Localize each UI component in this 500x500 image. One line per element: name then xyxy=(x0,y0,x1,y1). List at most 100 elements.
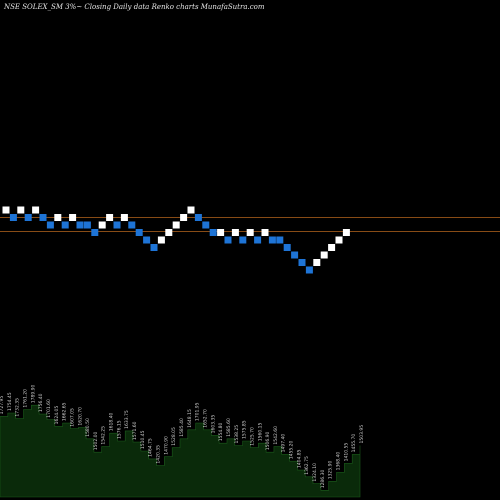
renko-brick-42 xyxy=(313,259,321,266)
renko-brick-41 xyxy=(305,266,313,274)
volume-label-13: 1542.25 xyxy=(101,426,107,445)
volume-label-29: 1585.60 xyxy=(226,418,232,437)
renko-brick-2 xyxy=(17,206,25,214)
volume-label-1: 1754.45 xyxy=(7,392,13,411)
renko-brick-7 xyxy=(54,214,62,221)
renko-brick-21 xyxy=(157,236,165,244)
volume-label-12: 1502.00 xyxy=(93,431,99,450)
renko-brick-29 xyxy=(217,229,225,236)
volume-label-17: 1571.60 xyxy=(132,421,138,440)
volume-label-4: 1789.90 xyxy=(30,384,36,403)
renko-brick-23 xyxy=(172,221,180,229)
renko-brick-32 xyxy=(239,236,247,244)
renko-brick-43 xyxy=(320,251,328,259)
volume-label-37: 1455.20 xyxy=(289,440,295,459)
renko-brick-18 xyxy=(135,229,143,236)
renko-brick-4 xyxy=(32,206,40,214)
renko-brick-1 xyxy=(9,214,17,221)
renko-brick-16 xyxy=(120,214,128,221)
volume-label-33: 1560.15 xyxy=(257,422,263,441)
renko-brick-38 xyxy=(283,244,291,251)
renko-brick-27 xyxy=(202,221,210,229)
volume-label-39: 1362.75 xyxy=(304,456,310,475)
volume-labels: 1727.95 1754.45 1732.35 1761.20 1789.90 1756.… xyxy=(0,384,365,488)
volume-label-7: 1624.05 xyxy=(54,406,60,425)
volume-label-6: 1701.60 xyxy=(46,399,52,418)
renko-brick-40 xyxy=(298,259,306,266)
volume-label-32: 1525.70 xyxy=(249,427,255,446)
volume-label-46: 1503.95 xyxy=(359,425,365,444)
volume-label-24: 1648.15 xyxy=(187,409,193,428)
renko-brick-17 xyxy=(128,221,136,229)
renko-brick-5 xyxy=(39,214,47,221)
volume-label-14: 1618.40 xyxy=(109,412,115,431)
volume-label-30: 1538.25 xyxy=(234,425,240,444)
renko-brick-35 xyxy=(261,229,269,236)
renko-brick-0 xyxy=(2,206,10,214)
volume-label-38: 1404.85 xyxy=(296,449,302,468)
renko-brick-22 xyxy=(165,229,173,236)
renko-brick-26 xyxy=(194,214,202,221)
renko-brick-34 xyxy=(254,236,262,244)
volume-label-8: 1662.65 xyxy=(62,402,68,421)
renko-brick-20 xyxy=(150,244,158,251)
volume-label-9: 1607.05 xyxy=(69,408,75,427)
volume-label-43: 1368.40 xyxy=(336,452,342,471)
renko-brick-6 xyxy=(46,221,54,229)
renko-brick-8 xyxy=(61,221,69,229)
volume-label-16: 1633.75 xyxy=(124,410,130,429)
volume-label-41: 1286.30 xyxy=(320,470,326,489)
volume-label-23: 1585.40 xyxy=(179,418,185,437)
renko-brick-30 xyxy=(224,236,232,244)
renko-brick-24 xyxy=(180,214,188,221)
renko-brick-37 xyxy=(276,236,284,244)
volume-area-path xyxy=(0,404,361,498)
renko-brick-36 xyxy=(268,236,276,244)
volume-area xyxy=(0,404,361,498)
volume-label-15: 1576.15 xyxy=(116,420,122,439)
volume-label-19: 1464.75 xyxy=(148,438,154,457)
renko-brick-13 xyxy=(98,221,106,229)
volume-label-42: 1325.90 xyxy=(328,461,334,480)
renko-brick-28 xyxy=(209,229,217,236)
renko-brick-44 xyxy=(328,244,336,251)
renko-brick-12 xyxy=(91,229,99,236)
renko-brick-14 xyxy=(106,214,114,221)
volume-label-35: 1542.60 xyxy=(273,426,279,445)
volume-label-5: 1756.40 xyxy=(38,393,44,412)
renko-brick-9 xyxy=(69,214,77,221)
volume-label-21: 1470.90 xyxy=(163,436,169,455)
renko-brick-10 xyxy=(76,221,84,229)
volume-label-22: 1528.05 xyxy=(171,427,177,446)
volume-label-26: 1652.70 xyxy=(203,409,209,428)
renko-brick-11 xyxy=(83,221,91,229)
volume-label-18: 1510.45 xyxy=(140,430,146,449)
volume-label-0: 1727.95 xyxy=(0,396,5,415)
renko-brick-46 xyxy=(342,229,350,236)
volume-label-2: 1732.35 xyxy=(15,398,21,417)
volume-label-10: 1620.70 xyxy=(77,407,83,426)
renko-brick-3 xyxy=(24,214,32,221)
renko-brick-19 xyxy=(143,236,151,244)
renko-brick-31 xyxy=(231,229,239,236)
volume-label-36: 1497.40 xyxy=(281,434,287,453)
renko-brick-15 xyxy=(113,221,121,229)
volume-label-3: 1761.20 xyxy=(23,389,29,408)
renko-bricks xyxy=(2,206,350,274)
volume-label-44: 1410.55 xyxy=(343,443,349,462)
volume-label-28: 1554.80 xyxy=(218,422,224,441)
renko-brick-45 xyxy=(335,236,343,244)
renko-brick-25 xyxy=(187,206,195,214)
renko-brick-39 xyxy=(291,251,299,259)
volume-label-31: 1575.85 xyxy=(242,420,248,439)
volume-label-45: 1455.70 xyxy=(351,434,357,453)
chart-title: NSE SOLEX_SM 3%~ Closing Daily data Renk… xyxy=(4,3,265,11)
volume-label-40: 1324.10 xyxy=(312,463,318,482)
volume-label-27: 1603.35 xyxy=(210,415,216,434)
volume-label-25: 1701.95 xyxy=(195,402,201,421)
volume-label-20: 1420.35 xyxy=(156,445,162,464)
renko-brick-33 xyxy=(246,229,254,236)
volume-label-11: 1580.50 xyxy=(85,418,91,437)
